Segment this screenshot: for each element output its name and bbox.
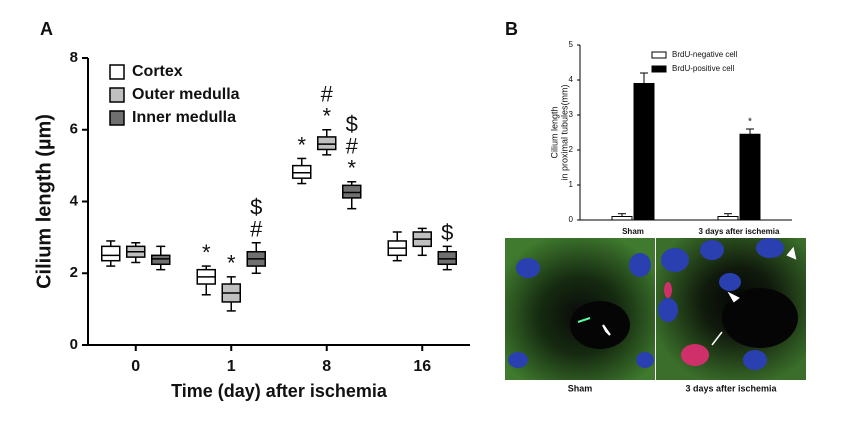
x-tick-label: 16 bbox=[413, 358, 431, 375]
bar bbox=[739, 133, 761, 221]
y-axis-label: Cilium length bbox=[549, 106, 559, 158]
significance-mark: $ bbox=[250, 195, 262, 220]
significance-mark: * bbox=[748, 117, 752, 128]
y-tick-label: 0 bbox=[569, 215, 574, 224]
significance-mark: # bbox=[250, 217, 263, 242]
legend-label: Cortex bbox=[132, 63, 183, 80]
image-caption: 3 days after ischemia bbox=[685, 383, 777, 393]
y-tick-label: 2 bbox=[569, 145, 574, 154]
significance-mark: * bbox=[297, 132, 306, 157]
legend-swatch bbox=[651, 51, 667, 59]
panel-label: B bbox=[505, 19, 518, 39]
x-tick-label: 3 days after ischemia bbox=[699, 227, 780, 236]
legend-label: BrdU-negative cell bbox=[672, 50, 738, 59]
legend-swatch bbox=[109, 110, 125, 126]
significance-mark: * bbox=[227, 251, 236, 276]
box bbox=[342, 184, 362, 199]
significance-mark: * bbox=[202, 240, 211, 265]
micrograph-sham bbox=[505, 238, 655, 380]
x-axis-label: Time (day) after ischemia bbox=[171, 381, 388, 401]
y-tick-label: 5 bbox=[569, 40, 574, 49]
x-tick-label: Sham bbox=[622, 227, 644, 236]
x-tick-label: 8 bbox=[322, 358, 331, 375]
x-tick-label: 1 bbox=[227, 358, 236, 375]
box bbox=[101, 245, 121, 262]
box bbox=[292, 164, 312, 179]
bar bbox=[717, 216, 739, 221]
legend-label: Outer medulla bbox=[132, 86, 240, 103]
bar bbox=[611, 216, 633, 221]
legend-label: BrdU-positive cell bbox=[672, 64, 734, 73]
significance-mark: $ bbox=[346, 112, 358, 137]
significance-mark: $ bbox=[441, 220, 453, 245]
y-tick-label: 8 bbox=[70, 49, 78, 66]
panel-label: A bbox=[40, 19, 53, 39]
box bbox=[317, 136, 337, 151]
y-tick-label: 1 bbox=[569, 180, 574, 189]
significance-mark: # bbox=[321, 82, 334, 107]
y-axis-label: Cilium length (µm) bbox=[33, 114, 55, 289]
y-tick-label: 3 bbox=[569, 110, 574, 119]
micrograph-ischemia bbox=[656, 238, 806, 380]
legend-label: Inner medulla bbox=[132, 109, 236, 126]
legend-swatch bbox=[651, 65, 667, 73]
y-tick-label: 6 bbox=[70, 121, 78, 138]
bar bbox=[633, 83, 655, 221]
x-tick-label: 0 bbox=[131, 358, 140, 375]
y-tick-label: 4 bbox=[70, 192, 79, 209]
legend-swatch bbox=[109, 87, 125, 103]
y-tick-label: 4 bbox=[569, 75, 574, 84]
y-tick-label: 0 bbox=[70, 336, 78, 353]
y-tick-label: 2 bbox=[70, 264, 78, 281]
significance-mark: # bbox=[346, 134, 359, 159]
image-caption: Sham bbox=[568, 383, 593, 393]
box bbox=[437, 250, 457, 266]
significance-mark: * bbox=[322, 104, 331, 129]
box bbox=[151, 254, 171, 266]
legend-swatch bbox=[109, 64, 125, 80]
significance-mark: * bbox=[347, 156, 356, 181]
y-axis-label: in proximal tubules(mm) bbox=[559, 84, 569, 180]
